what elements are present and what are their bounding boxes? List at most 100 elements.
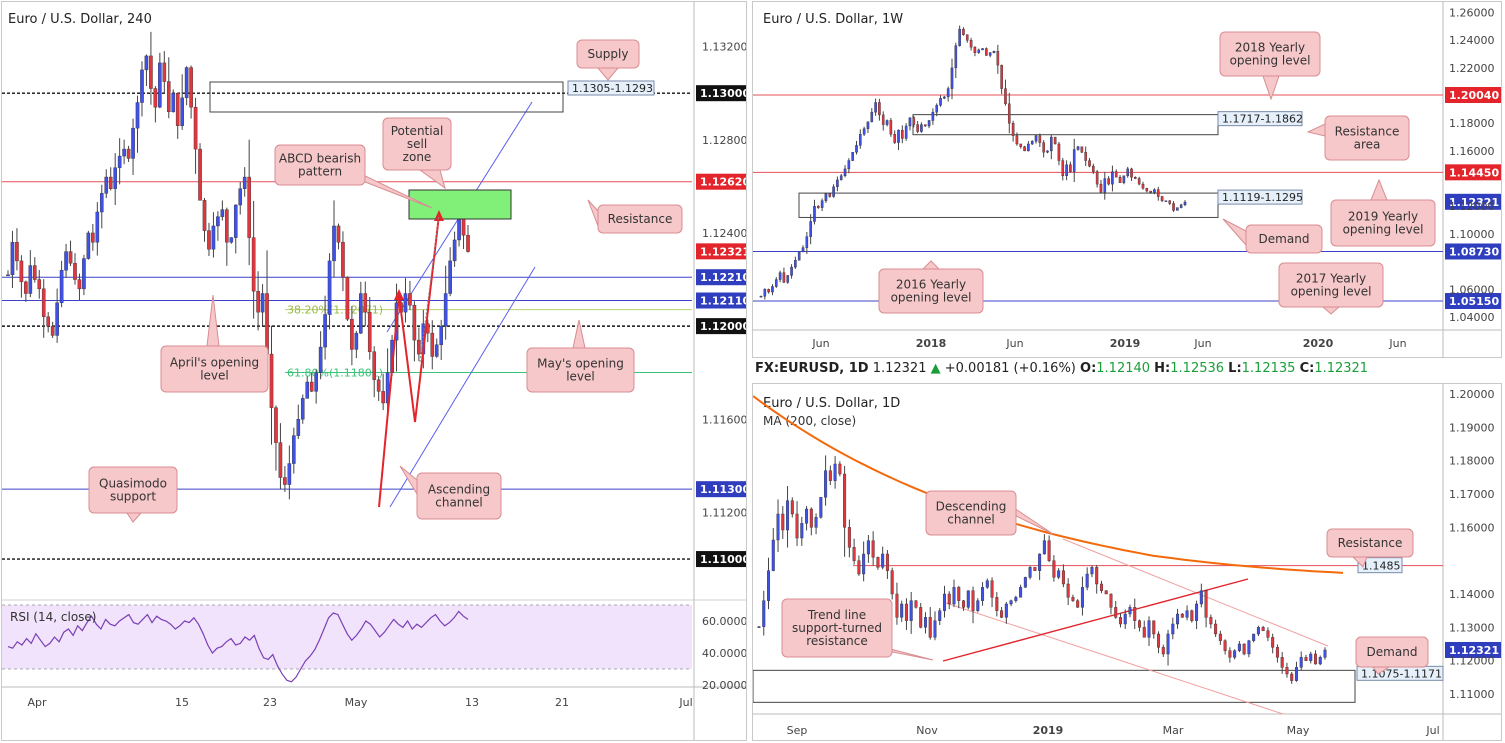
rsi-pane: RSI (14, close) bbox=[2, 604, 692, 683]
candle-bull bbox=[774, 279, 778, 287]
resistance-area-callout-text: area bbox=[1354, 138, 1381, 152]
price-label: 1.05150 bbox=[1449, 295, 1499, 308]
y-tick-label: 1.18000 bbox=[1449, 455, 1495, 468]
april-callout bbox=[160, 345, 269, 393]
y-tick-label: 1.14000 bbox=[1449, 588, 1495, 601]
candle-bull bbox=[1090, 567, 1094, 575]
candle-bear bbox=[149, 55, 153, 89]
x-tick-label: Jun bbox=[1005, 337, 1023, 350]
candle-bear bbox=[1304, 657, 1308, 661]
candle-bear bbox=[1152, 620, 1156, 635]
candle-bear bbox=[1130, 168, 1133, 178]
candle-bear bbox=[341, 242, 345, 278]
candle-bull bbox=[318, 346, 323, 373]
x-tick-label: May bbox=[1287, 724, 1310, 737]
y-tick-label: 1.06000 bbox=[1449, 283, 1495, 296]
resistance-level-box bbox=[1357, 557, 1403, 574]
candle-bear bbox=[193, 106, 198, 150]
price-label-tag bbox=[696, 173, 746, 190]
candle-bull bbox=[1076, 146, 1080, 150]
symbol-header: FX:EURUSD, 1D 1.12321 ▲ +0.00181 (+0.16%… bbox=[755, 361, 1500, 381]
yearly-2017-callout bbox=[1278, 262, 1384, 308]
candle-bull bbox=[323, 314, 327, 348]
candle-bear bbox=[1266, 630, 1270, 638]
chart-panel-1w[interactable]: Euro / U.S. Dollar, 1W 1.1717-1.1862 1.11… bbox=[752, 1, 1502, 358]
candle-bear bbox=[1015, 135, 1019, 145]
candle-bear bbox=[1000, 610, 1004, 618]
chart-1w-svg[interactable]: Euro / U.S. Dollar, 1W 1.1717-1.1862 1.11… bbox=[753, 2, 1502, 358]
candle-bull bbox=[759, 295, 763, 298]
chart-panel-240[interactable]: Euro / U.S. Dollar, 240 38.20%(1.12071) 6… bbox=[1, 1, 747, 741]
candle-bull bbox=[180, 97, 184, 126]
axis-labels-1w: 1.20040 1.14450 1.12321 1.08730 1.05150 1.260… bbox=[811, 7, 1501, 350]
ma-legend: MA (200, close) bbox=[763, 414, 856, 428]
demand-callout bbox=[1245, 224, 1323, 254]
candle-bull bbox=[1111, 171, 1114, 185]
candle-bull bbox=[10, 242, 15, 276]
candle-bear bbox=[247, 176, 251, 238]
supply-callout-text: Supply bbox=[588, 47, 629, 61]
candle-bear bbox=[251, 237, 256, 292]
candle-bull bbox=[847, 160, 851, 170]
resistance-callout-text: Resistance bbox=[1338, 536, 1403, 550]
candle-bear bbox=[912, 117, 916, 125]
candle-bear bbox=[1099, 183, 1103, 193]
candle-bear bbox=[923, 124, 927, 127]
candle-bull bbox=[434, 344, 439, 357]
demand-zone bbox=[798, 192, 1219, 218]
candle-bull bbox=[439, 325, 444, 345]
chart-1d-svg[interactable]: Euro / U.S. Dollar, 1D MA (200, close) 1… bbox=[753, 384, 1502, 741]
candle-bull bbox=[762, 600, 766, 627]
may-callout-text: level bbox=[566, 370, 595, 384]
x-tick-label: 2019 bbox=[1033, 724, 1064, 737]
candle-bear bbox=[1114, 607, 1118, 618]
candle-bull bbox=[958, 28, 961, 46]
candle-bear bbox=[417, 339, 421, 355]
candle-bear bbox=[1313, 653, 1317, 665]
chart-240-svg[interactable]: Euro / U.S. Dollar, 240 38.20%(1.12071) 6… bbox=[2, 2, 747, 741]
candle-bull bbox=[1171, 623, 1175, 635]
x-tick-label: Nov bbox=[916, 724, 938, 737]
candle-bear bbox=[901, 129, 904, 139]
candle-bear bbox=[202, 200, 207, 231]
candle-bear bbox=[363, 293, 368, 313]
candle-bull bbox=[1247, 640, 1251, 655]
candle-bear bbox=[1076, 600, 1080, 608]
candle-bear bbox=[995, 597, 999, 611]
yearly-2016-callout bbox=[878, 268, 984, 314]
candle-bull bbox=[6, 274, 10, 277]
candle-bear bbox=[430, 332, 435, 357]
quasimodo-callout-pointer bbox=[126, 512, 143, 523]
candle-bull bbox=[1034, 135, 1038, 142]
candle-bull bbox=[144, 55, 149, 71]
candle-bear bbox=[1038, 135, 1042, 143]
candle-bull bbox=[1323, 649, 1327, 658]
trendline-callout-text: support-turned bbox=[792, 621, 882, 635]
candle-bull bbox=[1185, 610, 1189, 618]
yearly-2017-callout-text: 2017 Yearly bbox=[1296, 272, 1366, 286]
candle-bear bbox=[175, 92, 180, 126]
candle-bull bbox=[824, 193, 828, 201]
candle-bull bbox=[229, 237, 234, 243]
current-price-label-tag bbox=[1445, 193, 1501, 210]
candle-bull bbox=[1085, 573, 1089, 588]
resistance-area-label: 1.1717-1.1862 bbox=[1222, 113, 1303, 126]
candle-bull bbox=[931, 111, 935, 121]
candle-bull bbox=[977, 49, 981, 53]
candle-bear bbox=[1168, 200, 1172, 204]
candle-bull bbox=[1028, 567, 1032, 578]
candle-bear bbox=[46, 316, 50, 327]
candle-bull bbox=[1046, 150, 1049, 153]
candle-bear bbox=[412, 304, 417, 341]
price-label: 1.13000 bbox=[700, 87, 747, 100]
candle-bear bbox=[928, 617, 932, 638]
april-callout-text: April's opening bbox=[170, 356, 259, 370]
x-tick-label: 15 bbox=[175, 696, 189, 709]
candle-bull bbox=[296, 419, 301, 436]
candle-bear bbox=[162, 62, 167, 82]
yearly-2017-callout-text: opening level bbox=[1291, 285, 1372, 299]
chart-panel-1d[interactable]: Euro / U.S. Dollar, 1D MA (200, close) 1… bbox=[752, 383, 1502, 741]
fib-38-label: 38.20%(1.12071) bbox=[287, 304, 383, 317]
price-label-tag bbox=[1445, 164, 1501, 181]
